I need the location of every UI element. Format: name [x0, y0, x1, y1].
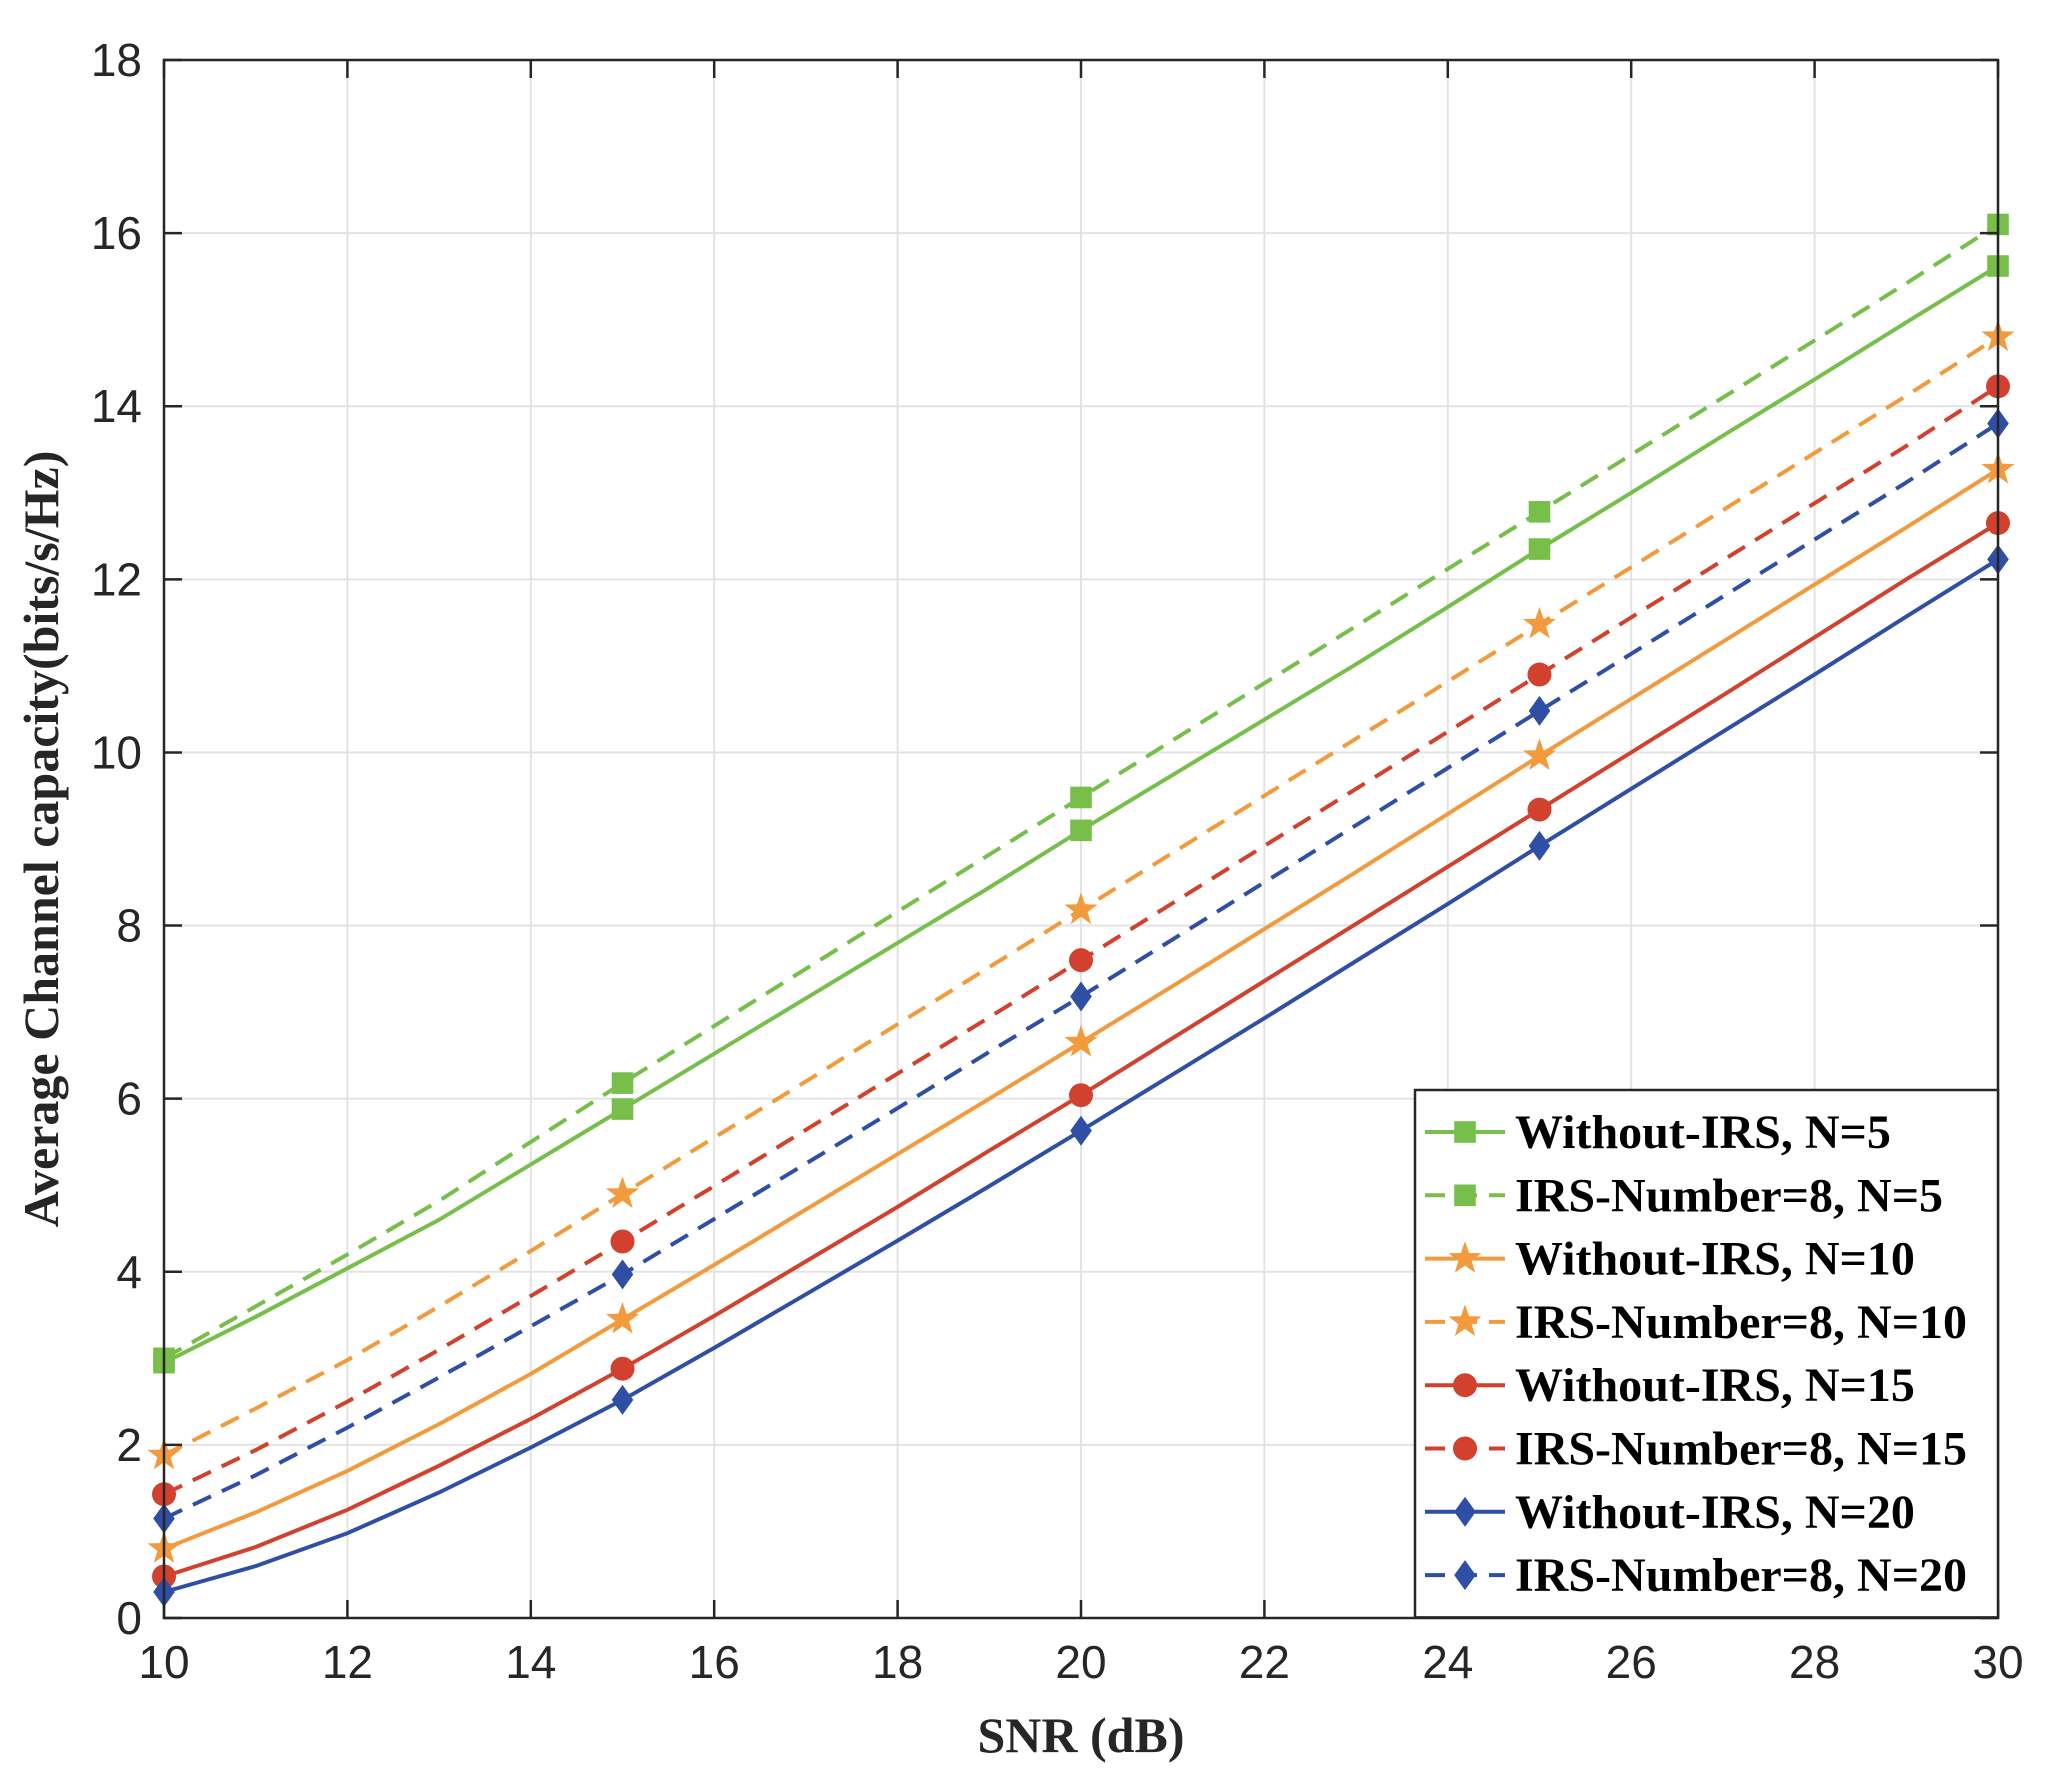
series-marker-circle	[1453, 1373, 1477, 1398]
x-tick-label: 30	[1972, 1636, 2023, 1688]
y-tick-label: 16	[91, 207, 142, 259]
series-marker-star	[606, 1176, 639, 1208]
series-marker-circle	[1069, 948, 1093, 973]
series-marker-diamond	[1528, 695, 1551, 726]
series-marker-circle	[1069, 1083, 1093, 1108]
series-marker-circle	[1453, 1436, 1477, 1461]
series-marker-square	[611, 1098, 634, 1120]
series-marker-circle	[610, 1356, 635, 1381]
series-marker-diamond	[611, 1384, 634, 1415]
series-marker-diamond	[1454, 1496, 1476, 1527]
series-marker-circle	[610, 1229, 635, 1254]
legend-label: IRS-Number=8, N=10	[1515, 1296, 1967, 1349]
series-line-8	[163, 421, 2000, 1521]
x-axis-label: SNR (dB)	[978, 1707, 1185, 1763]
x-tick-label: 12	[322, 1636, 373, 1688]
x-tick-label: 14	[505, 1636, 556, 1688]
x-tick-label: 26	[1606, 1636, 1657, 1688]
legend-label: Without-IRS, N=15	[1515, 1359, 1915, 1412]
series-marker-diamond	[1070, 1115, 1092, 1146]
series-marker-square	[1070, 786, 1092, 809]
series-marker-star	[1448, 1241, 1482, 1273]
legend-label: Without-IRS, N=5	[1515, 1106, 1891, 1159]
y-tick-label: 10	[91, 726, 142, 778]
x-tick-label: 24	[1422, 1636, 1473, 1688]
series-marker-diamond	[1454, 1560, 1476, 1591]
y-tick-label: 2	[116, 1419, 142, 1471]
y-tick-label: 12	[91, 553, 142, 605]
y-tick-label: 4	[116, 1246, 142, 1298]
series-marker-square	[1070, 819, 1092, 842]
y-axis-label: Average Channel capacity(bits/s/Hz)	[13, 451, 69, 1228]
x-tick-label: 18	[872, 1636, 923, 1688]
legend-box	[1413, 1088, 2000, 1619]
legend-label: IRS-Number=8, N=15	[1515, 1423, 1967, 1476]
legend-label: Without-IRS, N=10	[1515, 1233, 1915, 1286]
series-marker-star	[1448, 1304, 1482, 1336]
x-tick-label: 16	[689, 1636, 740, 1688]
series-marker-square	[1528, 501, 1551, 523]
series-marker-star	[1064, 892, 1098, 925]
series-marker-star	[1523, 606, 1556, 639]
y-tick-label: 0	[116, 1592, 142, 1644]
x-tick-labels: 10 12 14 16 18 20 22 24 26 28 30	[138, 1636, 2023, 1688]
y-tick-labels: 0 2 4 6 8 10 12 14 16 18	[91, 34, 142, 1644]
series-marker-square	[611, 1072, 634, 1094]
series-marker-square	[1528, 538, 1551, 560]
x-tick-label: 20	[1055, 1636, 1106, 1688]
series-marker-circle	[1527, 662, 1552, 687]
x-tick-label: 10	[138, 1636, 189, 1688]
y-tick-label: 6	[116, 1073, 142, 1125]
series-marker-star	[606, 1302, 639, 1334]
legend-label: IRS-Number=8, N=20	[1515, 1549, 1967, 1602]
axis-ticks	[162, 58, 2000, 1620]
y-tick-label: 8	[116, 900, 142, 952]
legend-label: IRS-Number=8, N=5	[1515, 1169, 1943, 1222]
series-marker-star	[1523, 738, 1556, 770]
legend-label: Without-IRS, N=20	[1515, 1486, 1915, 1539]
y-tick-label: 18	[91, 34, 142, 86]
series-marker-diamond	[1528, 830, 1551, 861]
series-marker-square	[1454, 1184, 1476, 1207]
series-marker-diamond	[611, 1259, 634, 1290]
series-marker-star	[1064, 1025, 1098, 1057]
series-marker-diamond	[1070, 981, 1092, 1012]
y-tick-label: 14	[91, 380, 142, 432]
x-tick-label: 22	[1239, 1636, 1290, 1688]
legend: Without-IRS, N=5 IRS-Number=8, N=5 Without…	[1413, 1088, 2000, 1619]
x-tick-label: 28	[1789, 1636, 1840, 1688]
series-marker-square	[1454, 1121, 1476, 1143]
series-marker-circle	[1527, 797, 1552, 822]
